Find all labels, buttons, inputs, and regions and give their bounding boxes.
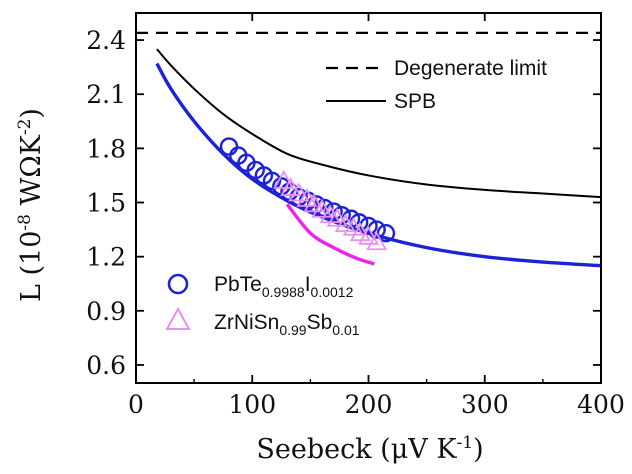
x-axis-title: Seebeck (μV K-1): [256, 433, 483, 465]
zrnisn-data-point-5: [311, 198, 333, 218]
legend-triangle-marker: [165, 306, 191, 330]
pbte-data-point-0: [219, 137, 239, 156]
legend-zrnisn-mid: Sb: [307, 311, 333, 334]
pbte-data-point-5: [262, 171, 282, 191]
magenta-fit-line: [285, 203, 375, 266]
y-axis-title-exp1: -8: [15, 214, 35, 231]
legend-circle-marker: [167, 273, 189, 295]
legend-pbte-mid: I: [305, 273, 311, 296]
x-tick-label-0: 0: [128, 390, 144, 419]
pbte-data-point-18: [376, 223, 396, 243]
x-axis-title-sup: -1: [457, 433, 474, 453]
y-axis-title-prefix: L (10: [16, 231, 47, 302]
plot-lines: [136, 31, 602, 268]
legend-zrnisn-sub1: 0.99: [279, 322, 306, 338]
x-tick-label-1: 100: [228, 390, 276, 419]
axis-ticks: 0 100 200 300 400 0.6 0.9 1.2 1.5 1.8 2.1 2.4: [86, 13, 625, 419]
spb-line: [156, 48, 602, 199]
y-tick-label-3: 1.5: [86, 189, 126, 218]
y-axis-title-mid: WΩK: [16, 134, 47, 214]
blue-fit-line: [155, 62, 602, 268]
y-axis-title-tail: ): [16, 108, 47, 119]
x-tick-label-3: 300: [461, 390, 509, 419]
y-tick-label-2: 1.2: [86, 243, 126, 272]
zrnisn-data-point-0: [273, 170, 295, 189]
legend-zrnisn-label: ZrNiSn0.99Sb0.01: [214, 311, 360, 338]
legend-pbte-sub2: 0.0012: [311, 284, 354, 300]
plot-markers: [219, 137, 396, 251]
legend-pbte-base: PbTe: [214, 273, 262, 296]
y-axis-title: L (10-8 WΩK-2): [15, 108, 47, 302]
legend-degenerate-limit-label: Degenerate limit: [394, 57, 547, 80]
x-tick-label-2: 200: [345, 390, 393, 419]
legend-zrnisn-sub2: 0.01: [332, 322, 359, 338]
y-tick-label-0: 0.6: [86, 351, 126, 380]
zrnisn-data-point-4: [303, 193, 325, 213]
zrnisn-data-point-8: [334, 213, 356, 233]
zrnisn-data-point-11: [357, 225, 380, 245]
x-axis-title-main: Seebeck (μV K: [256, 434, 457, 465]
zrnisn-data-point-12: [366, 231, 388, 251]
zrnisn-data-point-10: [349, 222, 371, 242]
y-tick-label-6: 2.4: [86, 26, 126, 55]
legend-spb-label: SPB: [394, 90, 436, 113]
y-tick-label-4: 1.8: [86, 134, 126, 163]
y-axis-title-exp2: -2: [15, 119, 35, 136]
legend-zrnisn-base: ZrNiSn: [214, 311, 279, 334]
y-tick-label-5: 2.1: [86, 80, 126, 109]
legend-pbte-label: PbTe0.9988I0.0012: [214, 273, 354, 300]
x-tick-label-4: 400: [577, 390, 625, 419]
zrnisn-data-point-1: [280, 177, 302, 196]
x-axis-title-tail: ): [473, 434, 484, 465]
zrnisn-data-point-7: [326, 207, 348, 227]
y-tick-label-1: 0.9: [86, 297, 126, 326]
zrnisn-data-point-2: [288, 182, 310, 202]
legend-pbte-sub1: 0.9988: [262, 284, 305, 300]
pbte-data-point-12: [324, 202, 343, 221]
